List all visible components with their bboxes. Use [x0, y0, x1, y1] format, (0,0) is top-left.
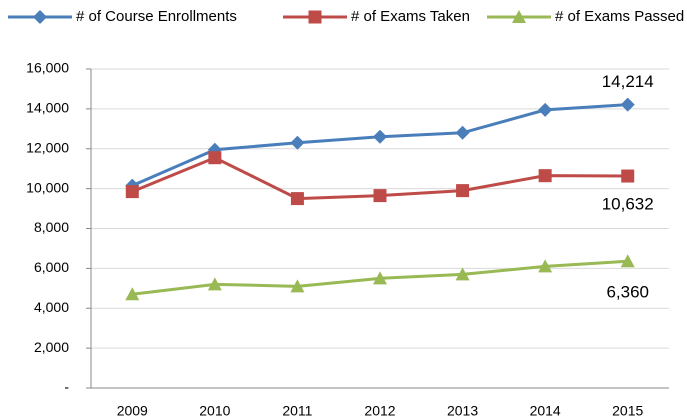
point-marker	[125, 287, 140, 301]
y-tick-label: 6,000	[34, 259, 69, 275]
x-tick-label: 2015	[612, 403, 643, 419]
point-marker	[207, 277, 222, 291]
y-tick-label: 8,000	[34, 219, 69, 235]
y-tick-label: 14,000	[26, 100, 69, 116]
point-marker	[125, 185, 139, 199]
legend-text: # of Course Enrollments	[76, 8, 237, 25]
y-tick-label: 4,000	[34, 299, 69, 315]
y-tick-label: 10,000	[26, 179, 69, 195]
point-marker	[538, 169, 552, 183]
point-marker	[373, 271, 387, 285]
point-marker	[290, 279, 305, 293]
legend-marker	[33, 10, 47, 24]
point-marker	[620, 97, 635, 112]
y-tick-label: 2,000	[34, 339, 69, 355]
point-marker	[538, 102, 553, 117]
legend-text: # of Exams Taken	[351, 8, 470, 25]
y-tick-label: 16,000	[26, 60, 69, 76]
series-line	[131, 103, 628, 188]
x-tick-label: 2009	[117, 403, 148, 419]
point-marker	[290, 135, 305, 150]
value-label: 10,632	[602, 195, 654, 214]
x-tick-label: 2011	[282, 403, 312, 419]
point-marker	[373, 189, 387, 203]
x-tick-label: 2014	[530, 403, 561, 419]
x-tick-label: 2013	[447, 403, 478, 419]
legend-marker	[512, 10, 526, 23]
legend-marker	[308, 10, 322, 24]
value-label: 6,360	[606, 283, 649, 302]
y-tick-label: 12,000	[26, 139, 69, 155]
point-marker	[290, 192, 304, 206]
point-marker	[455, 125, 470, 140]
point-marker	[538, 259, 553, 273]
value-label: 14,214	[602, 72, 654, 91]
point-marker	[621, 169, 635, 183]
point-marker	[620, 254, 635, 268]
point-marker	[373, 129, 387, 144]
x-tick-label: 2012	[364, 403, 395, 419]
x-tick-label: 2010	[199, 403, 230, 419]
point-marker	[456, 184, 470, 198]
legend-text: # of Exams Passed	[555, 8, 684, 25]
point-marker	[208, 151, 222, 165]
y-tick-label: -	[64, 379, 69, 395]
point-marker	[455, 267, 470, 281]
